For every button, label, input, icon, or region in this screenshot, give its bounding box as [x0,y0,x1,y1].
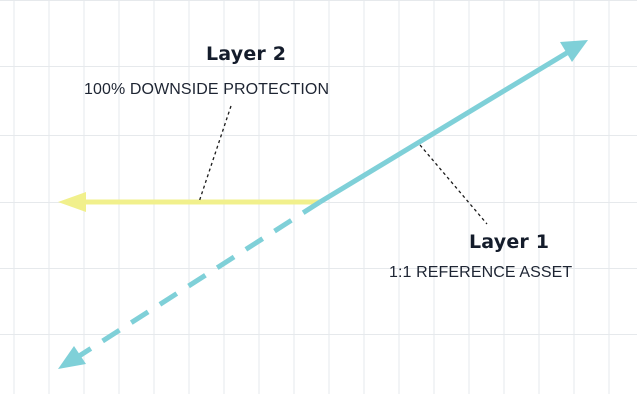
layer1-arrowhead-down-icon [58,346,86,369]
layer2-arrowhead-icon [58,192,86,212]
layer2-title: Layer 2 [206,43,287,65]
layer1-downside-dashed-line [74,199,322,361]
layer1-arrowhead-up-icon [560,40,588,62]
layer2-subtitle: 100% DOWNSIDE PROTECTION [84,81,330,98]
layer2-leader-line [198,105,232,203]
layer1-title: Layer 1 [469,231,550,253]
layer1-leader-line [419,144,488,225]
layer1-subtitle: 1:1 REFERENCE ASSET [389,264,573,281]
layer1-reference-line [318,48,572,205]
